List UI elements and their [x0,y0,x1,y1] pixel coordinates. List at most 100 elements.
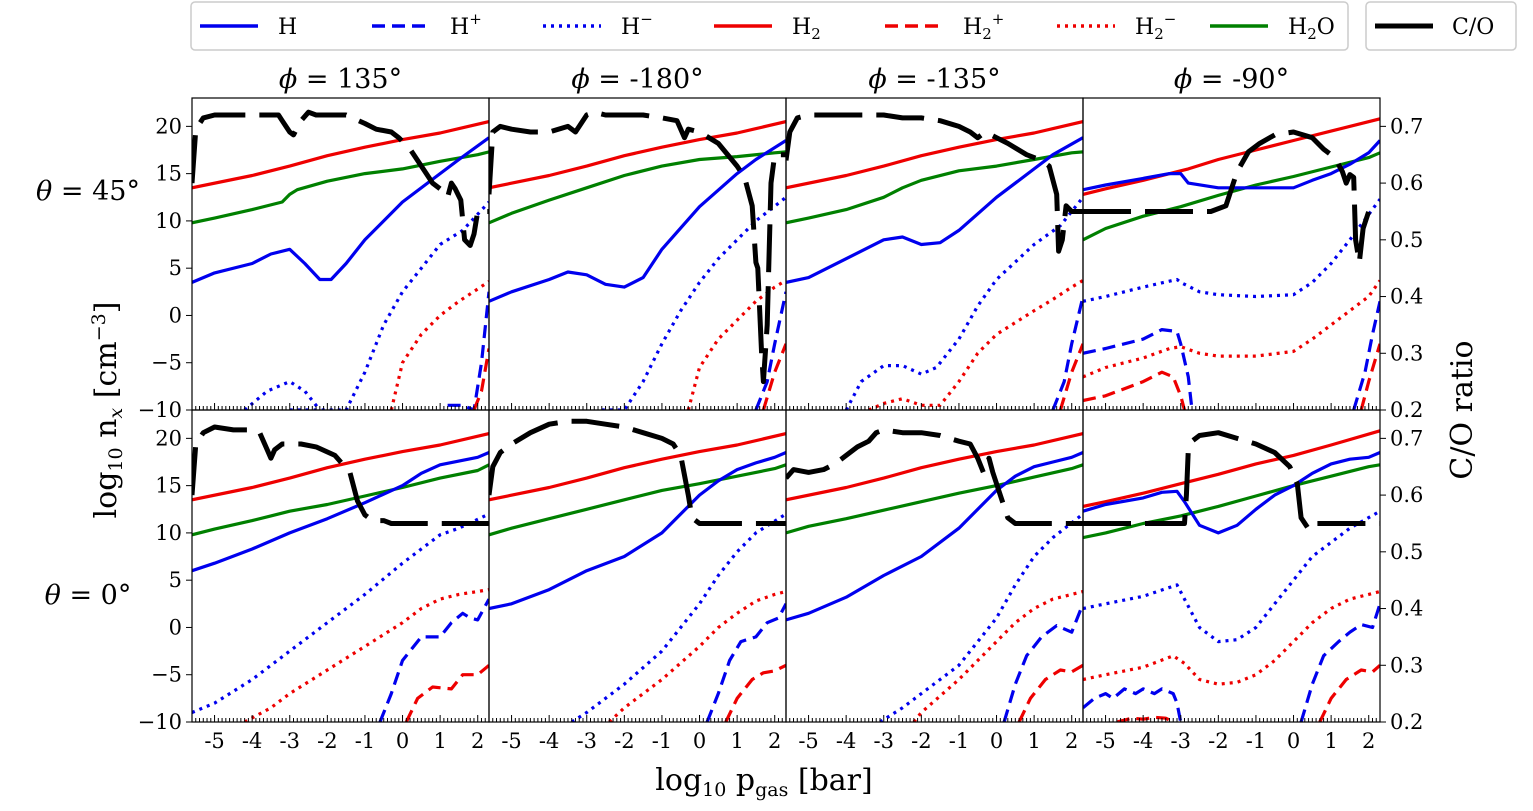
series-H2p2-line [1318,664,1380,722]
phi-symbol: ϕ [279,64,297,95]
legend-label-H2m: H2− [1135,10,1176,43]
theta-symbol: θ [36,176,52,207]
series-H2-line [786,120,1083,190]
x-tick-label: -5 [204,729,224,753]
y-tick-label: 0 [169,303,182,327]
y2-tick-label: 0.7 [1390,114,1423,138]
y2-axis-label: C/O ratio [1445,340,1480,479]
series-H2m-line [1083,279,1380,379]
legend-label-H: H [278,15,297,40]
y2-tick-label: 0.3 [1390,653,1423,677]
y2-tick-label: 0.6 [1390,483,1423,507]
y2-tick-label: 0.4 [1390,285,1423,309]
y-tick-label: −5 [151,351,182,375]
series-Hp-line [1051,296,1083,410]
x-tick-label: 0 [1287,729,1300,753]
series-Hm-line [601,196,786,410]
series-CO-line [1083,129,1380,265]
series-CO-line [786,112,1083,254]
y2-tick-label: 0.6 [1390,171,1423,195]
phi-symbol: ϕ [868,64,886,95]
series-H2p-line [404,664,489,722]
panel-frame [785,97,1084,411]
series-Hm-line [1083,198,1380,303]
series-H2-line [489,120,786,190]
series-Hm-line [192,512,489,714]
series-Hm-line [570,512,786,722]
y-tick-label: 15 [155,474,182,498]
panel-r0-c2 [785,97,1084,411]
panel-r1-c3: 0.2 0.3 0.4 0.5 0.6 0.7 -5 -4 -3 -2 -1 0 1 2 [1082,409,1423,753]
legend-label-H2p: H2+ [963,10,1004,43]
x-tick-label: -1 [652,729,672,753]
y-tick-label: 15 [155,162,182,186]
series-H2-line [786,432,1083,502]
phi-value: = -180° [590,64,704,95]
y-axis-label: log10 nx [cm−3] [88,302,127,519]
y2-tick-label: 0.5 [1390,228,1423,252]
series-CO-line [786,427,1083,526]
series-Hm-line [879,512,1083,722]
series-H2O-line [192,463,489,537]
phi-symbol: ϕ [571,64,589,95]
series-CO-line [192,109,489,248]
panel-frame [488,409,787,723]
y-tick-label: 10 [155,209,182,233]
series-H2m-line [912,589,1083,722]
x-tick-label: -1 [355,729,375,753]
x-tick-label: -4 [539,729,559,753]
x-tick-label: -2 [911,729,931,753]
x-tick-label: -3 [280,729,300,753]
y-tick-label: 5 [169,568,182,592]
series-Hp-line [754,291,786,410]
theta-value: = 45° [52,176,140,207]
series-H2m-line [1083,589,1380,686]
panel-grid: −10−5051015200.20.30.40.50.60.7−10−50510… [138,97,1423,753]
x-tick-label: 1 [433,729,446,753]
x-tick-label: 2 [1362,729,1375,753]
series-H-line [786,451,1083,622]
series-Hm-line [1083,509,1380,644]
x-tick-label: -3 [1171,729,1191,753]
legend-label-H2O: H2O [1288,15,1335,43]
series-H2m-line [608,589,786,722]
row-title-0: θ = 45° [36,176,140,207]
series-CO-line [1083,430,1380,532]
theta-symbol: θ [45,580,61,611]
series-CO-line [489,418,786,526]
x-tick-label: -4 [836,729,856,753]
panel-r0-c3: 0.2 0.3 0.4 0.5 0.6 0.7 [1082,97,1423,422]
y2-tick-label: 0.4 [1390,597,1423,621]
y-tick-label: 20 [155,114,182,138]
panel-r0-c1 [488,97,787,411]
series-H2O-line [489,150,786,225]
x-tick-label: -5 [501,729,521,753]
axis-labels: ϕ = 135° ϕ = -180° ϕ = -135° ϕ = -90°θ = 45… [36,64,1480,801]
x-tick-label: 1 [1324,729,1337,753]
series-H2O-line [786,150,1083,225]
series-H-line [1083,451,1380,535]
series-CO-line [192,424,489,526]
series-H-line [1083,139,1380,192]
series-Hp-line [705,603,786,722]
phi-symbol: ϕ [1174,64,1192,95]
series-H2p-line [472,348,489,410]
legend-label-Hp: H+ [450,10,482,40]
panel-r1-c2: -5 -4 -3 -2 -1 0 1 2 [785,409,1084,753]
y2-tick-label: 0.2 [1390,398,1423,422]
y-tick-label: 20 [155,426,182,450]
x-tick-label: 0 [693,729,706,753]
series-H2-line [192,432,489,502]
panel-r0-c0: −10 −5 0 5 10 15 20 [138,97,490,422]
series-H2m-line [686,279,786,410]
series-H-line [192,136,489,284]
series-H2p-line [1058,343,1083,410]
x-tick-label: -4 [1133,729,1153,753]
x-tick-label: -5 [798,729,818,753]
series-H2O-line [1083,463,1380,540]
theta-value: = 0° [61,580,131,611]
legend-label-Hm: H− [621,10,653,40]
panel-frame [488,97,787,411]
